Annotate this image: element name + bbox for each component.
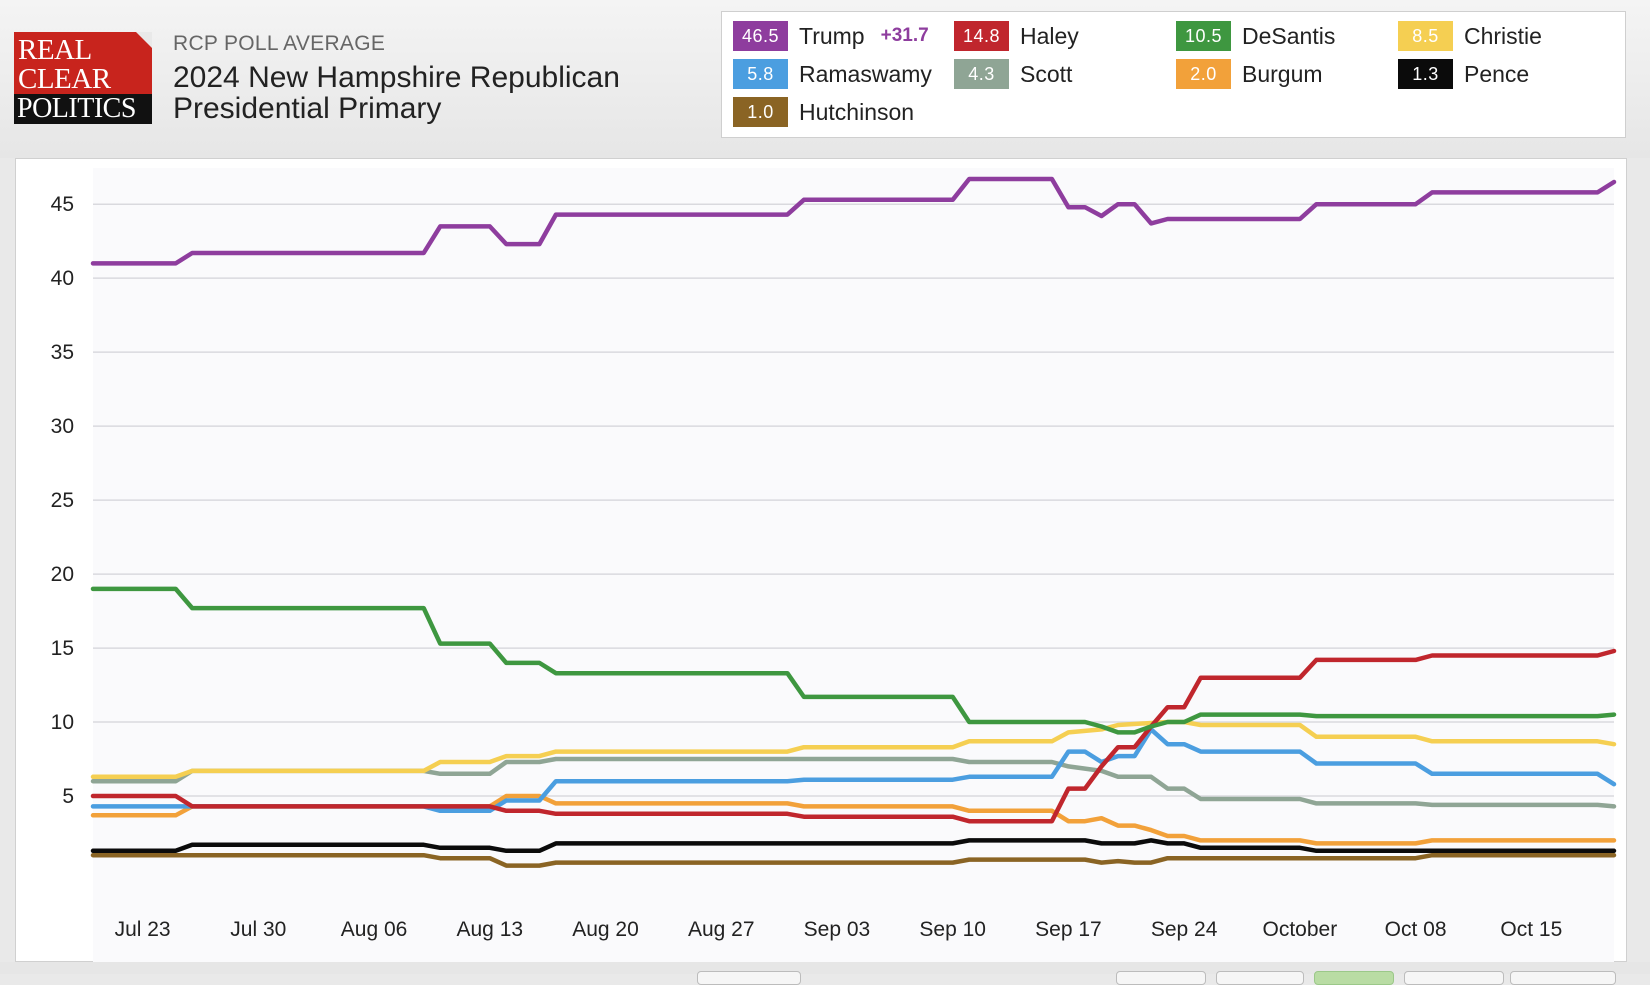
legend-value-badge: 8.5	[1398, 21, 1453, 51]
legend-candidate-name: Ramaswamy	[799, 60, 932, 87]
y-axis-tick-labels: 5 10 15 20 25 30 35 40 45	[51, 193, 74, 808]
y-tick-label: 30	[51, 415, 74, 438]
series-line-scott[interactable]	[90, 756, 1617, 809]
x-tick-label: Jul 23	[115, 918, 171, 941]
series-line-ramaswamy[interactable]	[90, 727, 1617, 814]
series-line-christie[interactable]	[90, 719, 1617, 780]
legend-candidate-name: Trump	[799, 22, 865, 49]
legend-value-badge: 10.5	[1176, 21, 1231, 51]
legend-candidate-name: DeSantis	[1242, 22, 1336, 49]
rcp-logo[interactable]: REAL CLEAR POLITICS	[14, 32, 152, 124]
logo-line-1: REAL	[18, 34, 92, 66]
legend-candidate-name: Haley	[1020, 22, 1079, 49]
x-tick-label: October	[1263, 918, 1338, 941]
legend-value-badge: 2.0	[1176, 59, 1231, 89]
legend-value-badge: 4.3	[954, 59, 1009, 89]
legend-value-badge: 1.3	[1398, 59, 1453, 89]
range-button-1[interactable]	[697, 971, 801, 985]
x-tick-label: Aug 13	[457, 918, 524, 941]
legend-item-haley[interactable]: 14.8 Haley	[954, 21, 1079, 51]
series-line-pence[interactable]	[90, 838, 1617, 854]
legend-item-trump[interactable]: 46.5 Trump +31.7	[733, 21, 929, 51]
legend-value-badge: 46.5	[733, 21, 788, 51]
legend-item-burgum[interactable]: 2.0 Burgum	[1176, 59, 1323, 89]
legend-item-pence[interactable]: 1.3 Pence	[1398, 59, 1529, 89]
legend-candidate-name: Scott	[1020, 60, 1073, 87]
legend-item-hutchinson[interactable]: 1.0 Hutchinson	[733, 97, 914, 127]
series-line-hutchinson[interactable]	[90, 852, 1617, 868]
x-axis-tick-labels: Jul 23 Jul 30 Aug 06 Aug 13 Aug 20 Aug 27 Sep …	[115, 918, 1563, 941]
page-title: 2024 New Hampshire Republican Presidenti…	[173, 61, 620, 125]
x-tick-label: Aug 27	[688, 918, 755, 941]
legend-candidate-name: Pence	[1464, 60, 1530, 87]
y-tick-label: 15	[51, 637, 74, 660]
legend-item-desantis[interactable]: 10.5 DeSantis	[1176, 21, 1335, 51]
series-lines	[90, 176, 1617, 868]
logo-line-2: CLEAR	[18, 63, 111, 95]
y-tick-label: 45	[51, 193, 74, 216]
x-tick-label: Sep 10	[919, 918, 986, 941]
y-tick-label: 5	[62, 785, 74, 808]
y-tick-label: 20	[51, 563, 74, 586]
legend-item-christie[interactable]: 8.5 Christie	[1398, 21, 1542, 51]
x-tick-label: Oct 08	[1385, 918, 1447, 941]
legend-spread: +31.7	[880, 25, 929, 46]
y-tick-label: 25	[51, 489, 74, 512]
x-tick-label: Aug 06	[341, 918, 408, 941]
range-button-5[interactable]	[1510, 971, 1616, 985]
series-line-haley[interactable]	[90, 648, 1617, 824]
range-button-2[interactable]	[1116, 971, 1206, 985]
legend-candidate-name: Hutchinson	[799, 98, 915, 125]
legend-item-ramaswamy[interactable]: 5.8 Ramaswamy	[733, 59, 932, 89]
plot-area	[93, 168, 1614, 962]
series-line-burgum[interactable]	[90, 793, 1617, 846]
x-tick-label: Sep 17	[1035, 918, 1102, 941]
logo-line-3: POLITICS	[14, 94, 152, 124]
range-button-3[interactable]	[1216, 971, 1304, 985]
footer-band	[0, 962, 1650, 974]
legend-value-badge: 5.8	[733, 59, 788, 89]
series-line-desantis[interactable]	[90, 586, 1617, 735]
legend: 46.5 Trump +31.7 14.8 Haley 10.5 DeSanti…	[721, 11, 1626, 138]
range-button-4[interactable]	[1404, 971, 1504, 985]
x-tick-label: Sep 03	[804, 918, 871, 941]
x-tick-label: Aug 20	[572, 918, 639, 941]
y-tick-label: 35	[51, 341, 74, 364]
poll-average-label: RCP POLL AVERAGE	[173, 32, 386, 55]
x-tick-label: Jul 30	[230, 918, 286, 941]
y-tick-label: 40	[51, 267, 74, 290]
range-button-active[interactable]	[1314, 971, 1394, 985]
y-tick-label: 10	[51, 711, 74, 734]
x-tick-label: Sep 24	[1151, 918, 1218, 941]
legend-value-badge: 1.0	[733, 97, 788, 127]
series-line-trump[interactable]	[90, 176, 1617, 266]
x-tick-label: Oct 15	[1500, 918, 1562, 941]
legend-candidate-name: Christie	[1464, 22, 1542, 49]
legend-value-badge: 14.8	[954, 21, 1009, 51]
legend-candidate-name: Burgum	[1242, 60, 1323, 87]
legend-item-scott[interactable]: 4.3 Scott	[954, 59, 1072, 89]
